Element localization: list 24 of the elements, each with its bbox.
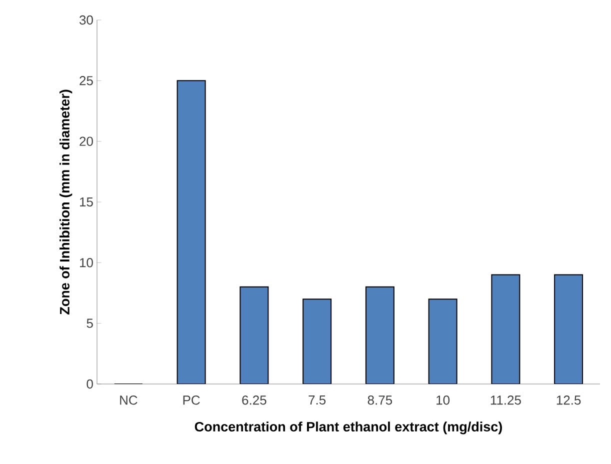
bar — [491, 274, 520, 384]
x-tick-label: 10 — [436, 396, 450, 405]
x-tick-label: 6.25 — [242, 396, 266, 405]
x-tick-label: NC — [120, 396, 138, 405]
x-tick-label: 11.25 — [490, 396, 521, 405]
bar — [302, 298, 332, 384]
y-tick-label: 25 — [80, 76, 93, 86]
x-tick-label: PC — [183, 396, 200, 405]
x-tick-label: 8.75 — [368, 396, 392, 405]
x-tick-label: 7.5 — [308, 396, 326, 405]
bar — [365, 286, 394, 384]
bar — [176, 80, 206, 384]
x-tick-label: 12.5 — [556, 396, 581, 405]
bar — [428, 298, 458, 384]
y-tick-label: 30 — [80, 15, 93, 25]
y-tick-label: 10 — [80, 258, 93, 268]
y-tick-label: 5 — [86, 318, 93, 328]
y-axis-title: Zone of Inhibition (mm in diameter) — [60, 90, 72, 314]
y-tick-label: 15 — [80, 197, 93, 207]
bar — [240, 286, 269, 384]
y-tick-label: 0 — [86, 379, 93, 389]
x-axis-title: Concentration of Plant ethanol extract (mg/disc) — [194, 422, 502, 434]
y-tick-label: 20 — [80, 136, 93, 146]
bar — [554, 274, 584, 384]
